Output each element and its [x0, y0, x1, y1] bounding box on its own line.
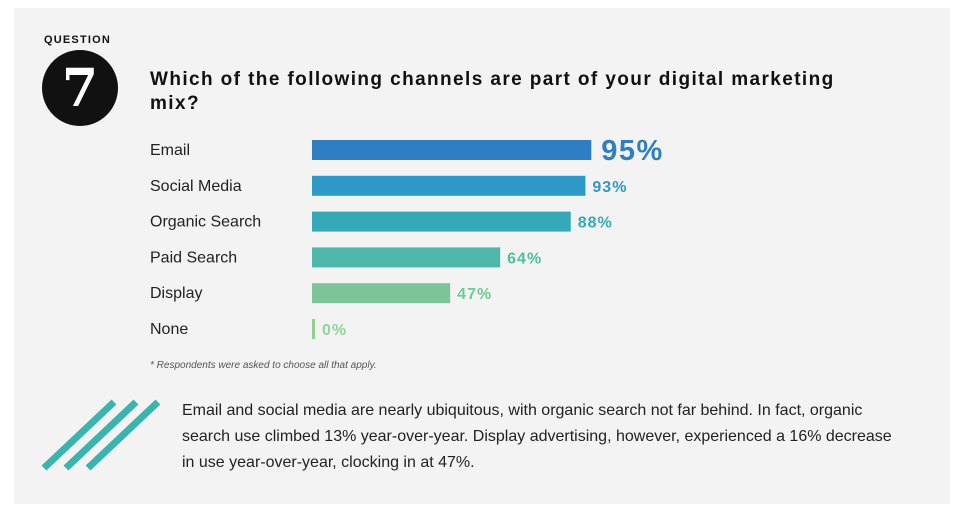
bar — [312, 211, 571, 232]
bar — [312, 247, 501, 268]
value-label: 0% — [322, 322, 347, 339]
bar — [312, 319, 315, 339]
bar — [312, 140, 592, 160]
value-label: 64% — [507, 250, 542, 267]
stripe — [63, 399, 139, 471]
category-label: Email — [150, 142, 190, 159]
summary-text: Email and social media are nearly ubiqui… — [182, 402, 892, 471]
stripe — [85, 399, 160, 471]
value-label: 47% — [457, 286, 492, 303]
bar — [312, 283, 451, 304]
question-number-badge: 7 — [42, 50, 118, 126]
category-label: Paid Search — [150, 249, 237, 266]
category-label: None — [150, 321, 188, 338]
stripe — [41, 399, 117, 471]
value-label: 88% — [578, 215, 613, 232]
bar — [312, 175, 586, 196]
value-label: 93% — [592, 179, 627, 196]
value-label: 95% — [601, 135, 664, 167]
category-label: Display — [150, 285, 202, 302]
diagonal-stripes-icon — [41, 399, 160, 471]
footnote: * Respondents were asked to choose all t… — [150, 360, 377, 371]
category-label: Organic Search — [150, 214, 261, 231]
chart-title: Which of the following channels are part… — [150, 69, 835, 114]
category-label: Social Media — [150, 178, 242, 195]
question-label: QUESTION — [44, 34, 112, 46]
